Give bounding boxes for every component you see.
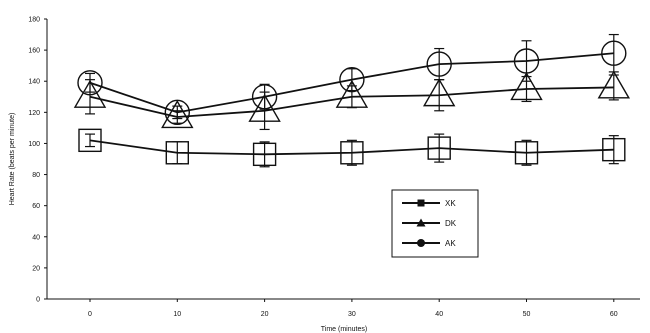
data-point bbox=[335, 79, 369, 108]
x-tick-label: 20 bbox=[261, 311, 269, 318]
data-point bbox=[426, 51, 452, 77]
y-tick-label: 180 bbox=[28, 17, 40, 24]
data-point bbox=[514, 141, 539, 165]
y-tick-label: 20 bbox=[32, 265, 40, 272]
x-tick-label: 0 bbox=[88, 311, 92, 318]
data-point bbox=[165, 141, 190, 165]
data-point bbox=[602, 137, 626, 162]
data-point bbox=[248, 93, 281, 122]
data-point bbox=[597, 70, 631, 99]
data-point bbox=[252, 142, 277, 167]
legend-label: XK bbox=[445, 199, 456, 208]
series-ak bbox=[77, 33, 627, 126]
x-axis-title: Time (minutes) bbox=[321, 326, 367, 333]
data-point bbox=[339, 66, 365, 93]
data-point bbox=[340, 141, 364, 165]
series-layer bbox=[73, 33, 631, 168]
y-tick-label: 120 bbox=[28, 110, 40, 117]
y-tick-label: 60 bbox=[32, 203, 40, 210]
data-point bbox=[427, 136, 451, 160]
series-xk bbox=[78, 128, 626, 168]
y-tick-label: 0 bbox=[36, 297, 40, 304]
data-point bbox=[78, 128, 102, 153]
legend-label: DK bbox=[445, 219, 457, 228]
data-point bbox=[164, 99, 191, 126]
x-tick-label: 40 bbox=[435, 311, 443, 318]
x-ticks: 0 10 20 30 40 50 60 bbox=[88, 299, 618, 318]
data-point bbox=[510, 71, 543, 101]
y-tick-label: 140 bbox=[28, 79, 40, 86]
y-tick-label: 40 bbox=[32, 234, 40, 241]
y-tick-label: 100 bbox=[28, 141, 40, 148]
data-point bbox=[422, 78, 456, 107]
y-tick-label: 80 bbox=[32, 172, 40, 179]
legend-marker bbox=[417, 199, 425, 207]
data-point bbox=[513, 48, 540, 74]
data-point bbox=[73, 79, 107, 108]
data-point bbox=[77, 70, 103, 96]
legend-label: AK bbox=[445, 239, 456, 248]
data-point bbox=[251, 84, 278, 110]
x-tick-label: 60 bbox=[610, 311, 618, 318]
legend-marker bbox=[416, 218, 426, 227]
x-tick-label: 10 bbox=[173, 311, 181, 318]
data-point bbox=[161, 99, 194, 129]
x-tick-label: 30 bbox=[348, 311, 356, 318]
data-point bbox=[601, 40, 627, 66]
legend: XK DK AK bbox=[391, 189, 479, 258]
y-tick-label: 160 bbox=[28, 48, 40, 55]
y-axis-title: Heart Rate (beats per minute) bbox=[9, 113, 16, 206]
legend-marker bbox=[417, 239, 425, 247]
chart-axes bbox=[46, 19, 640, 300]
x-tick-label: 50 bbox=[523, 311, 531, 318]
y-ticks: 0 20 40 60 80 100 120 140 160 180 bbox=[28, 17, 47, 304]
